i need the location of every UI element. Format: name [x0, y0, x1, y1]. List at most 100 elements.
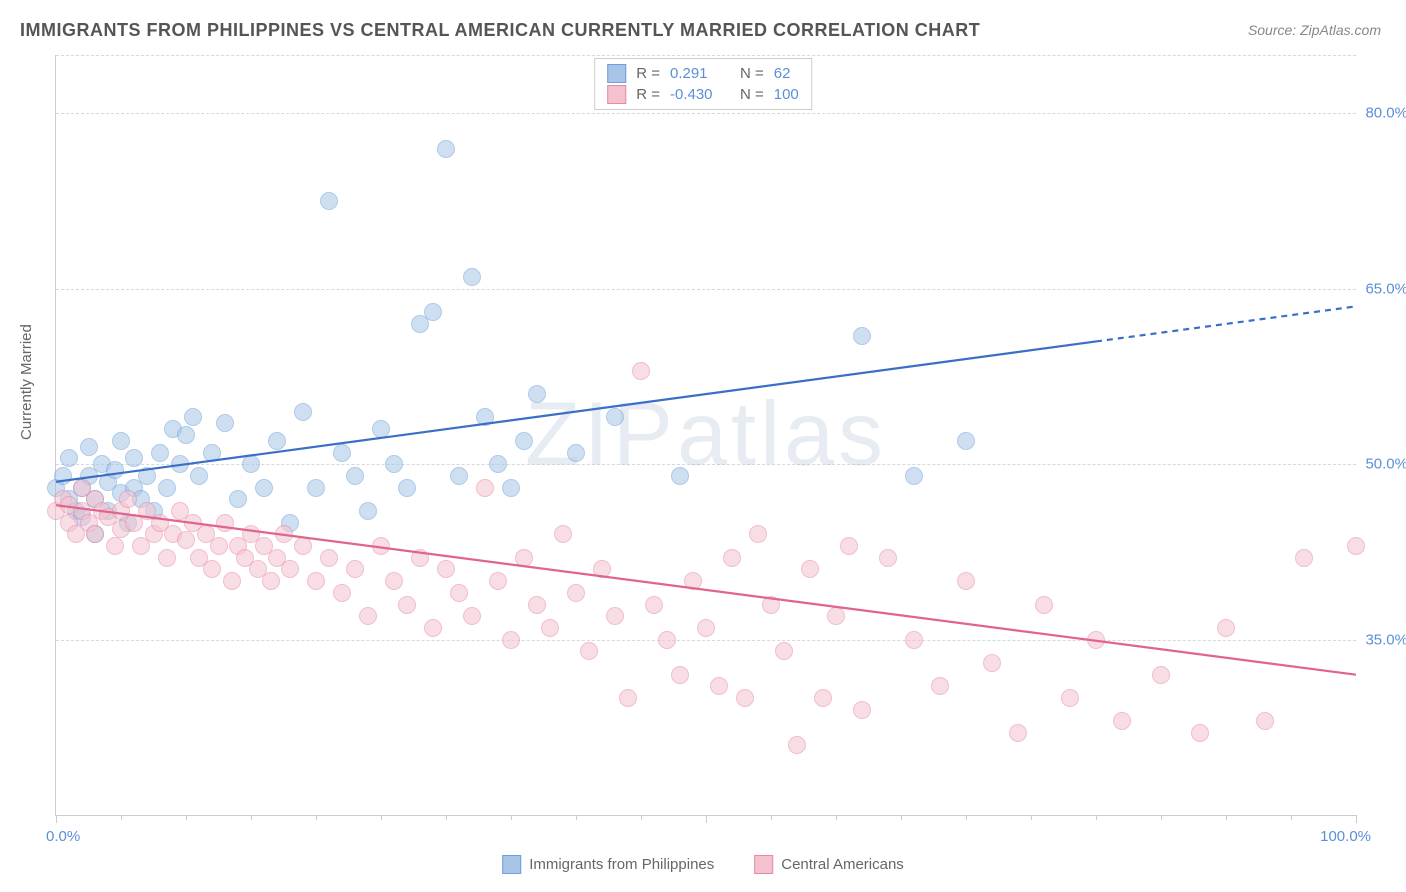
- scatter-point: [255, 479, 273, 497]
- watermark-text: ZIPatlas: [525, 384, 887, 487]
- scatter-point: [424, 619, 442, 637]
- x-tick-major: [1356, 815, 1357, 823]
- scatter-point: [749, 525, 767, 543]
- scatter-point: [190, 467, 208, 485]
- scatter-point: [346, 560, 364, 578]
- x-tick-minor: [251, 815, 252, 820]
- stats-legend-row: R = -0.430 N = 100: [607, 84, 799, 105]
- scatter-point: [151, 444, 169, 462]
- scatter-point: [307, 479, 325, 497]
- stats-legend: R = 0.291N = 62 R = -0.430 N = 100: [594, 58, 812, 110]
- scatter-point: [177, 531, 195, 549]
- series-legend: Immigrants from Philippines Central Ameri…: [502, 855, 904, 874]
- scatter-point: [372, 420, 390, 438]
- scatter-point: [385, 455, 403, 473]
- scatter-point: [320, 192, 338, 210]
- scatter-point: [697, 619, 715, 637]
- scatter-point: [242, 455, 260, 473]
- scatter-point: [723, 549, 741, 567]
- scatter-point: [1152, 666, 1170, 684]
- x-tick-minor: [511, 815, 512, 820]
- scatter-point: [229, 490, 247, 508]
- scatter-point: [359, 607, 377, 625]
- series-label: Central Americans: [781, 856, 904, 873]
- scatter-point: [827, 607, 845, 625]
- scatter-point: [1295, 549, 1313, 567]
- scatter-point: [106, 461, 124, 479]
- scatter-point: [210, 537, 228, 555]
- scatter-point: [515, 549, 533, 567]
- scatter-point: [528, 385, 546, 403]
- scatter-point: [1061, 689, 1079, 707]
- scatter-point: [216, 414, 234, 432]
- scatter-point: [184, 408, 202, 426]
- r-value: -0.430: [670, 86, 730, 103]
- scatter-point: [450, 467, 468, 485]
- series-legend-item: Immigrants from Philippines: [502, 855, 714, 874]
- scatter-point: [294, 403, 312, 421]
- y-tick-label: 80.0%: [1365, 105, 1406, 122]
- scatter-point: [957, 432, 975, 450]
- scatter-point: [1191, 724, 1209, 742]
- x-axis-max-label: 100.0%: [1320, 828, 1371, 845]
- y-tick-label: 65.0%: [1365, 280, 1406, 297]
- trend-line-extrapolated: [1096, 306, 1356, 341]
- x-tick-minor: [576, 815, 577, 820]
- scatter-point: [853, 327, 871, 345]
- scatter-point: [710, 677, 728, 695]
- chart-title: IMMIGRANTS FROM PHILIPPINES VS CENTRAL A…: [20, 20, 980, 41]
- n-label: N =: [740, 65, 764, 82]
- scatter-point: [593, 560, 611, 578]
- series-legend-item: Central Americans: [754, 855, 904, 874]
- x-tick-minor: [1161, 815, 1162, 820]
- gridline: [56, 640, 1356, 641]
- scatter-point: [158, 549, 176, 567]
- scatter-point: [476, 408, 494, 426]
- scatter-point: [106, 537, 124, 555]
- stats-legend-row: R = 0.291N = 62: [607, 63, 799, 84]
- r-label: R =: [636, 86, 660, 103]
- x-tick-minor: [966, 815, 967, 820]
- y-tick-label: 50.0%: [1365, 456, 1406, 473]
- x-tick-minor: [381, 815, 382, 820]
- scatter-point: [567, 444, 585, 462]
- x-axis-min-label: 0.0%: [46, 828, 80, 845]
- n-value: 100: [774, 86, 799, 103]
- scatter-point: [905, 467, 923, 485]
- scatter-point: [320, 549, 338, 567]
- x-tick-minor: [641, 815, 642, 820]
- scatter-point: [801, 560, 819, 578]
- scatter-point: [450, 584, 468, 602]
- scatter-point: [268, 432, 286, 450]
- scatter-point: [1217, 619, 1235, 637]
- scatter-point: [632, 362, 650, 380]
- x-tick-minor: [186, 815, 187, 820]
- scatter-point: [554, 525, 572, 543]
- scatter-point: [814, 689, 832, 707]
- scatter-point: [489, 572, 507, 590]
- source-attribution: Source: ZipAtlas.com: [1248, 22, 1381, 38]
- scatter-point: [463, 607, 481, 625]
- scatter-point: [580, 642, 598, 660]
- scatter-point: [983, 654, 1001, 672]
- scatter-point: [60, 449, 78, 467]
- scatter-point: [223, 572, 241, 590]
- x-tick-minor: [316, 815, 317, 820]
- scatter-point: [294, 537, 312, 555]
- scatter-point: [567, 584, 585, 602]
- scatter-point: [515, 432, 533, 450]
- scatter-point: [658, 631, 676, 649]
- scatter-point: [502, 631, 520, 649]
- trend-lines-layer: [56, 55, 1356, 815]
- x-tick-minor: [901, 815, 902, 820]
- scatter-point: [262, 572, 280, 590]
- scatter-point: [1256, 712, 1274, 730]
- scatter-point: [671, 666, 689, 684]
- scatter-point: [840, 537, 858, 555]
- n-label: N =: [740, 86, 764, 103]
- legend-swatch: [607, 64, 626, 83]
- scatter-point: [216, 514, 234, 532]
- scatter-point: [177, 426, 195, 444]
- gridline: [56, 113, 1356, 114]
- y-axis-label: Currently Married: [18, 324, 35, 440]
